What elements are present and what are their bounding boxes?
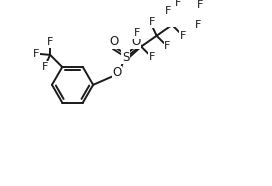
Text: F: F [149, 17, 156, 27]
Text: F: F [165, 6, 171, 16]
Text: O: O [113, 66, 122, 79]
Text: F: F [180, 31, 186, 41]
Text: F: F [47, 37, 53, 47]
Text: F: F [134, 28, 140, 38]
Text: F: F [33, 49, 40, 59]
Text: F: F [197, 0, 203, 10]
Text: F: F [149, 52, 155, 62]
Text: F: F [195, 20, 201, 30]
Text: O: O [109, 36, 118, 49]
Text: F: F [175, 0, 182, 8]
Text: S: S [122, 51, 129, 64]
Text: F: F [164, 41, 171, 52]
Text: F: F [42, 62, 48, 72]
Text: O: O [131, 36, 141, 49]
